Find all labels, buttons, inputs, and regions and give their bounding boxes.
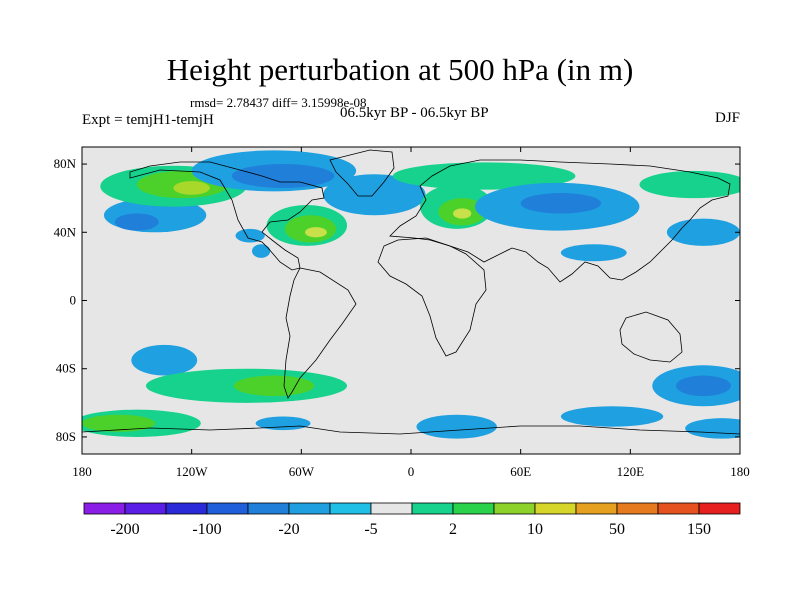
- colorbar-swatch: [657, 502, 700, 515]
- coastline-north-america: [129, 161, 325, 271]
- contour-region: [251, 244, 271, 258]
- lon-tick-label: 120W: [176, 464, 209, 479]
- colorbar-swatch: [493, 502, 536, 515]
- colorbar: -200 -100 -20 -5 2 10 50 150: [83, 502, 741, 538]
- colorbar-swatch: [575, 502, 618, 515]
- contour-region: [676, 375, 731, 397]
- coastline-africa: [377, 237, 487, 357]
- colorbar-label: 2: [449, 521, 457, 538]
- colorbar-swatch: [616, 502, 659, 515]
- lon-tick-label: 0: [408, 464, 415, 479]
- lat-tick-label: 0: [70, 293, 77, 308]
- colorbar-label: -100: [192, 521, 221, 538]
- lon-tick-label: 60E: [510, 464, 531, 479]
- colorbar-swatch: [247, 502, 290, 515]
- colorbar-label: 50: [609, 521, 625, 538]
- colorbar-label: -5: [364, 521, 377, 538]
- lon-tick-label: 60W: [289, 464, 315, 479]
- colorbar-label: 150: [687, 521, 711, 538]
- experiment-label: Expt = temjH1-temjH: [82, 112, 214, 128]
- contour-region: [304, 227, 327, 238]
- contour-region: [392, 162, 576, 190]
- contour-region: [235, 228, 265, 243]
- colorbar-swatch: [83, 502, 126, 515]
- colorbar-swatch: [534, 502, 577, 515]
- colorbar-label: 10: [527, 521, 543, 538]
- contour-region: [255, 416, 311, 431]
- colorbar-swatch: [206, 502, 249, 515]
- colorbar-label: -200: [110, 521, 139, 538]
- contour-region: [453, 208, 472, 219]
- colorbar-swatch: [698, 502, 741, 515]
- colorbar-swatch: [329, 502, 372, 515]
- lon-tick-label: 120E: [617, 464, 645, 479]
- lon-tick-label: 180: [730, 464, 750, 479]
- colorbar-swatch: [165, 502, 208, 515]
- contour-region: [231, 164, 335, 188]
- colorbar-label: -20: [278, 521, 299, 538]
- lat-tick-label: 40N: [54, 224, 77, 239]
- contour-region: [560, 244, 627, 262]
- contour-region: [639, 170, 740, 199]
- contour-region: [114, 213, 159, 231]
- lat-tick-label: 80S: [56, 429, 76, 444]
- period-label: 06.5kyr BP - 06.5kyr BP: [340, 105, 489, 121]
- contour-region: [560, 406, 664, 427]
- colorbar-swatch: [124, 502, 167, 515]
- contour-region: [666, 218, 740, 246]
- contour-region: [173, 181, 210, 195]
- coastline-greenland: [329, 149, 395, 197]
- coastline-eurasia: [389, 159, 731, 283]
- contour-region: [131, 344, 198, 376]
- contour-region: [82, 414, 156, 432]
- colorbar-swatch: [411, 502, 454, 515]
- contour-region: [416, 414, 497, 439]
- contour-region: [233, 375, 315, 397]
- colorbar-swatch: [370, 502, 413, 515]
- colorbar-swatch: [452, 502, 495, 515]
- lat-tick-label: 40S: [56, 361, 76, 376]
- contour-region: [685, 418, 740, 439]
- lat-tick-label: 80N: [54, 156, 77, 171]
- contour-region: [520, 193, 602, 214]
- stats-line: rmsd= 2.78437 diff= 3.15998e-08: [190, 95, 367, 110]
- season-label: DJF: [714, 110, 740, 126]
- coastline-antarctica: [82, 425, 740, 435]
- lon-tick-label: 180: [72, 464, 92, 479]
- coastline-south-america: [283, 267, 357, 399]
- colorbar-swatch: [288, 502, 331, 515]
- coastline-australia: [619, 311, 683, 363]
- map-title: Height perturbation at 500 hPa (in m): [166, 52, 634, 87]
